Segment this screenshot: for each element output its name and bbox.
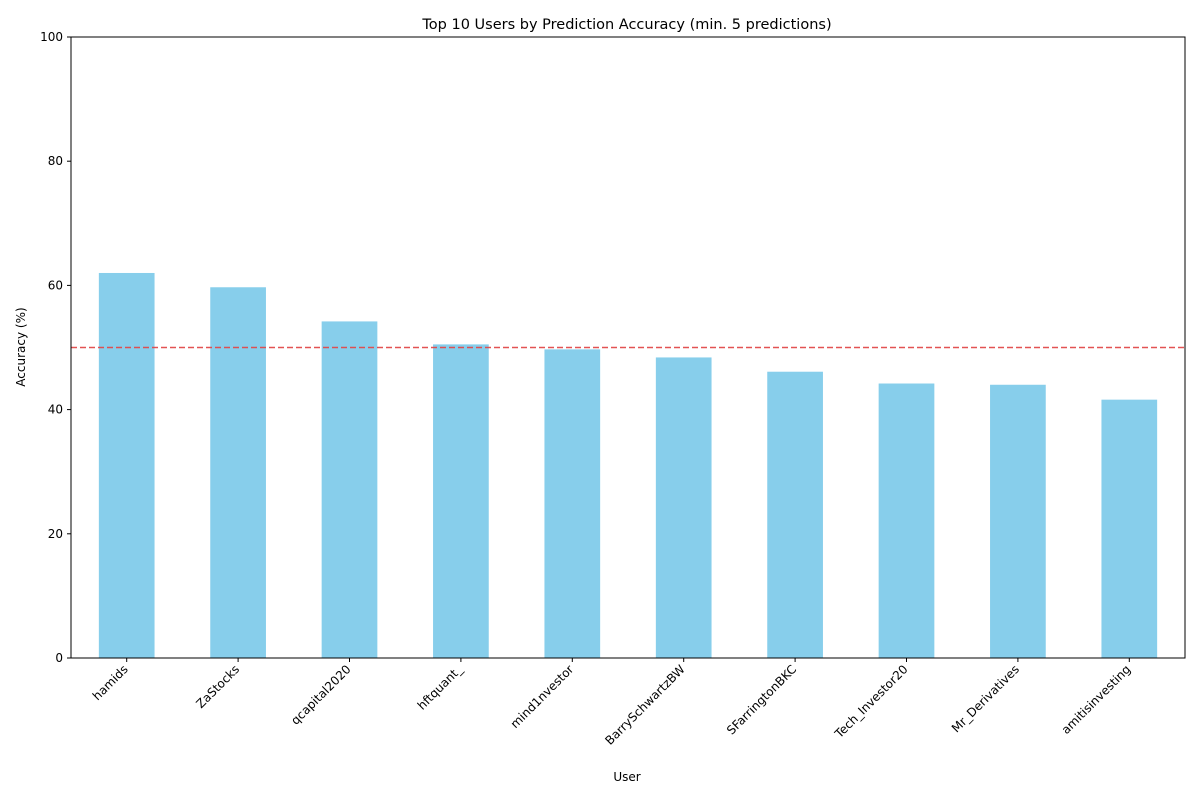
plot-frame <box>70 36 1186 659</box>
x-tick-label: Tech_Investor20 <box>831 662 910 741</box>
bar-9 <box>1101 399 1158 658</box>
y-tick-label: 20 <box>48 527 63 541</box>
y-tick-label: 100 <box>40 30 63 44</box>
x-tick-label: mind1nvestor <box>508 662 577 731</box>
y-axis-title: Accuracy (%) <box>14 307 28 386</box>
bar-8 <box>990 384 1046 658</box>
bar-6 <box>767 371 823 658</box>
chart-title: Top 10 Users by Prediction Accuracy (min… <box>421 17 831 33</box>
y-tick-label: 60 <box>48 278 63 292</box>
x-tick-label: hftquant_ <box>415 662 466 713</box>
bar-1 <box>210 287 266 658</box>
bar-7 <box>878 383 935 658</box>
y-tick-label: 0 <box>55 651 63 665</box>
x-tick-label: hamids <box>90 662 131 703</box>
bar-2 <box>321 321 378 658</box>
bar-4 <box>544 349 601 658</box>
x-tick-label: qcapital2020 <box>288 662 353 727</box>
bar-0 <box>98 272 155 658</box>
y-tick-label: 80 <box>48 154 63 168</box>
x-tick-label: amitisinvesting <box>1059 662 1134 737</box>
x-tick-label: SFarringtonBKC <box>724 662 799 737</box>
bar-5 <box>655 357 712 658</box>
y-tick-label: 40 <box>48 403 63 417</box>
bars-group <box>98 272 1158 658</box>
x-tick-label: Mr_Derivatives <box>949 662 1022 735</box>
x-axis-title: User <box>613 770 640 784</box>
x-tick-label: ZaStocks <box>193 662 242 711</box>
x-tick-label: BarrySchwartzBW <box>602 662 688 748</box>
bar-3 <box>433 344 489 658</box>
